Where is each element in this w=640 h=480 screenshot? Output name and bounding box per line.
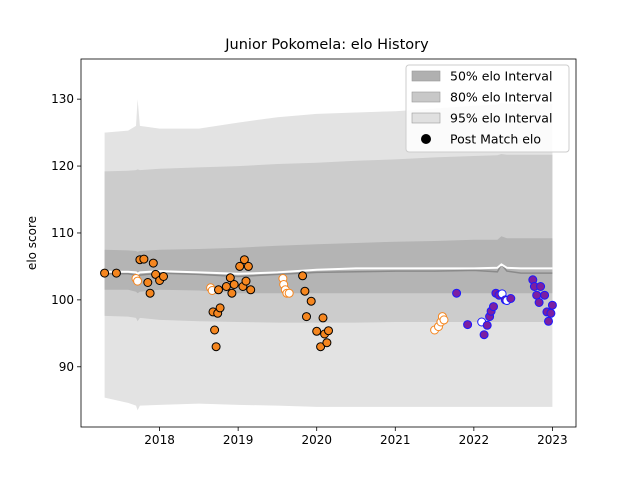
- band-50-interval: [104, 236, 553, 294]
- post-match-elo-point: [133, 276, 143, 286]
- legend-label: 95% elo Interval: [450, 111, 552, 126]
- post-match-elo-point: [479, 330, 489, 340]
- legend-frame: [405, 64, 570, 153]
- post-match-elo-point: [211, 342, 221, 352]
- band-80-interval: [104, 154, 553, 323]
- post-match-elo-point: [322, 338, 332, 348]
- y-tick-label: 100: [51, 293, 74, 307]
- post-match-elo-point: [239, 255, 249, 265]
- post-match-elo-point: [489, 302, 498, 312]
- x-tick-label: 2019: [223, 433, 254, 447]
- x-tick-label: 2021: [380, 433, 411, 447]
- post-match-elo-point: [246, 285, 256, 295]
- post-match-elo-point: [227, 288, 237, 298]
- mean-elo-line: [104, 263, 553, 276]
- post-match-elo-point: [452, 288, 462, 298]
- y-tick-label: 120: [51, 159, 74, 173]
- y-tick-label: 110: [51, 226, 74, 240]
- post-match-elo-point: [298, 271, 308, 281]
- x-tick-label: 2023: [537, 433, 568, 447]
- post-match-elo-point: [302, 312, 311, 322]
- post-match-elo-point: [229, 280, 239, 289]
- post-match-elo-point: [214, 285, 223, 295]
- post-match-elo-point: [221, 282, 231, 291]
- x-tick-label: 2020: [301, 433, 332, 447]
- post-match-elo-point: [300, 286, 310, 296]
- y-axis-label: elo score: [25, 216, 39, 270]
- post-match-elo-point: [463, 320, 473, 330]
- post-match-elo-point: [225, 273, 235, 283]
- post-match-elo-point: [547, 300, 557, 310]
- post-match-elo-point: [532, 290, 542, 300]
- post-match-elo-point: [318, 313, 328, 323]
- post-match-elo-point: [139, 254, 149, 264]
- post-match-elo-point: [544, 316, 553, 326]
- post-match-elo-point: [534, 298, 544, 307]
- post-match-elo-point: [148, 258, 158, 268]
- post-match-elo-point: [316, 342, 326, 352]
- chart-title: Junior Pokomela: elo History: [224, 37, 429, 53]
- post-match-elo-point: [215, 303, 225, 313]
- legend-label: 50% elo Interval: [450, 69, 552, 84]
- legend-marker: [421, 134, 431, 144]
- legend-swatch: [411, 91, 441, 103]
- legend-swatch: [411, 70, 441, 82]
- post-match-elo-point: [143, 278, 153, 287]
- post-match-elo-point: [145, 288, 155, 298]
- y-tick-label: 90: [59, 360, 74, 374]
- post-match-elo-point: [536, 282, 546, 291]
- post-match-elo-point: [284, 288, 294, 298]
- post-match-elo-point: [439, 315, 449, 325]
- plot-area: 2018 2019 2020 2021 2022 2023 90 100 110 120 130: [51, 58, 577, 447]
- chart-legend: 50% elo Interval 80% elo Interval 95% elo …: [405, 64, 570, 153]
- post-match-elo-point: [306, 296, 316, 306]
- x-tick-label: 2022: [459, 433, 490, 447]
- post-match-elo-point: [482, 320, 492, 330]
- x-tick-label: 2018: [144, 433, 175, 447]
- post-match-elo-point: [100, 268, 110, 278]
- post-match-elo-point: [210, 325, 220, 335]
- plot-frame: [80, 58, 577, 428]
- post-match-elo-point: [159, 272, 168, 281]
- legend-label: Post Match elo: [450, 132, 541, 147]
- post-match-elo-point: [540, 290, 550, 300]
- post-match-elo-point: [546, 308, 556, 318]
- post-match-elo-point: [243, 261, 253, 271]
- post-match-elo-point: [111, 268, 121, 278]
- post-match-elo-point: [312, 326, 322, 336]
- post-match-elo-point: [241, 276, 251, 286]
- post-match-elo-point: [506, 294, 516, 303]
- post-match-elo-point: [324, 326, 333, 336]
- legend-label: 80% elo Interval: [450, 90, 552, 105]
- legend-swatch: [411, 112, 441, 124]
- y-tick-label: 130: [51, 92, 74, 106]
- post-match-elo-point: [235, 261, 245, 271]
